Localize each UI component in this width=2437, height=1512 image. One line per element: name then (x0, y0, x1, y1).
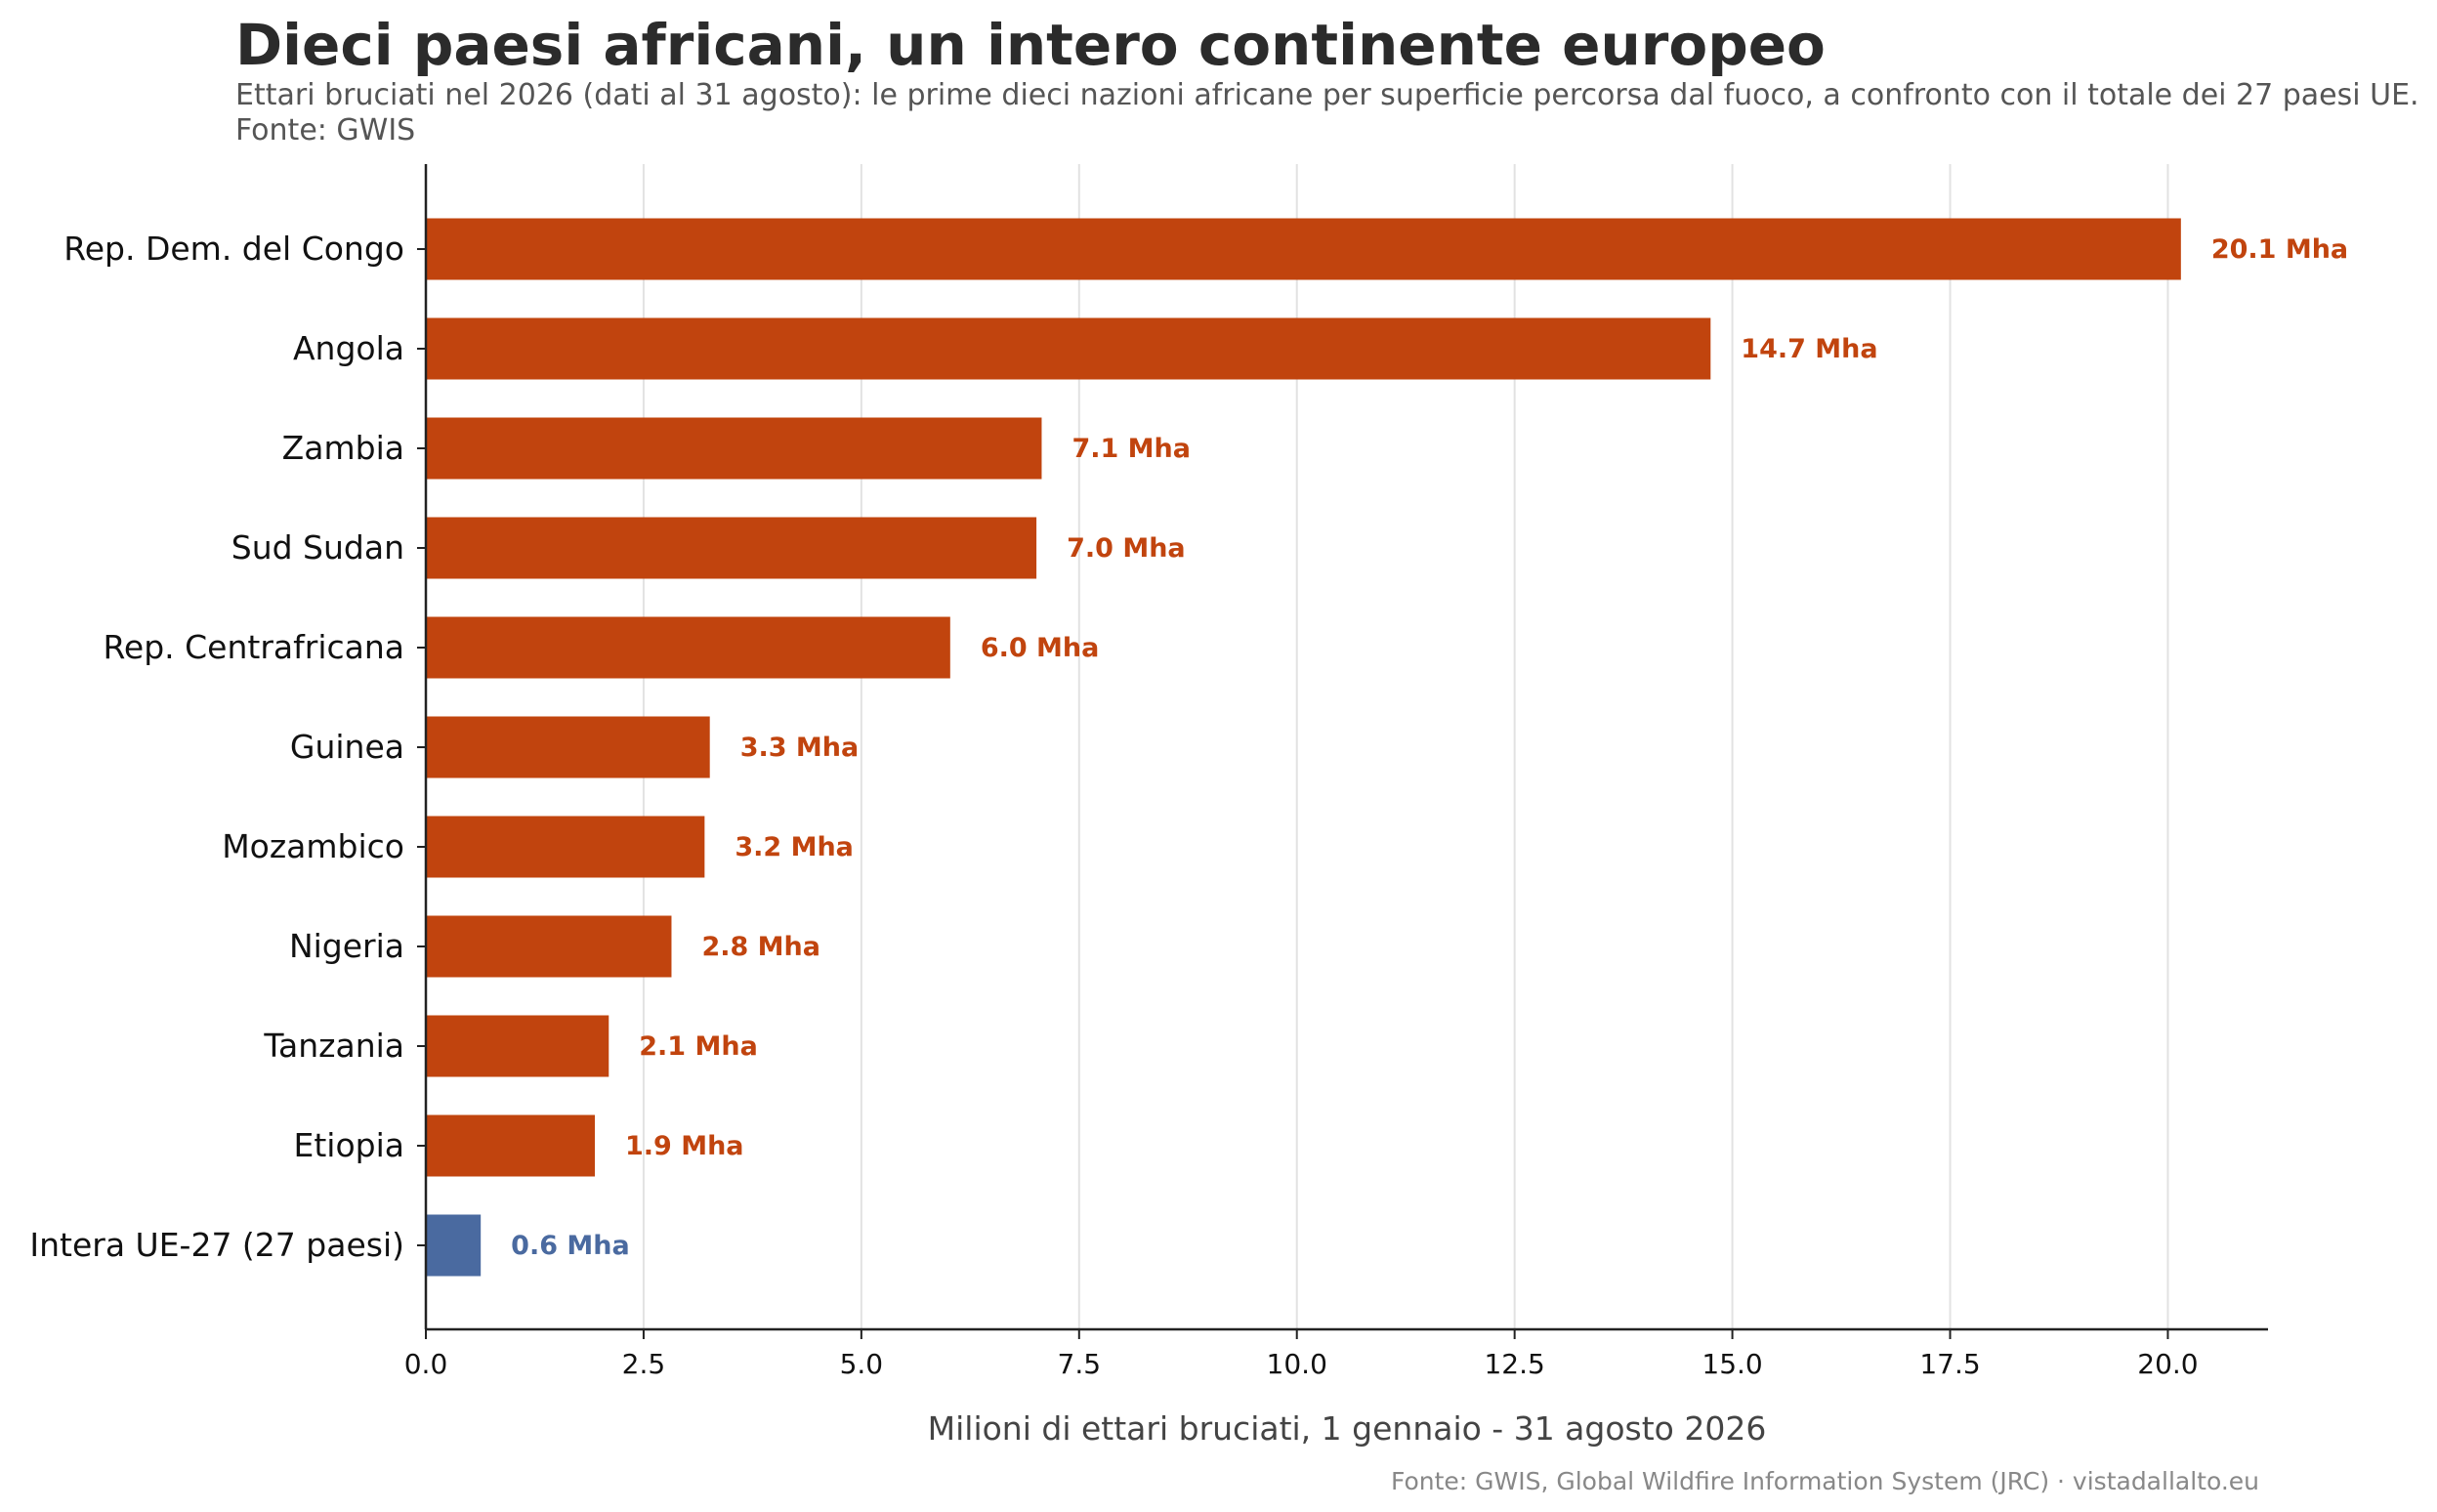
category-label: Angola (293, 329, 404, 367)
data-label: 3.2 Mha (735, 832, 854, 862)
x-tick-label: 10.0 (1267, 1348, 1327, 1380)
category-label: Rep. Dem. del Congo (63, 230, 404, 268)
bar (426, 317, 1711, 380)
data-label: 20.1 Mha (2211, 234, 2348, 265)
data-label: 7.1 Mha (1071, 434, 1191, 464)
x-tick-label: 20.0 (2137, 1348, 2198, 1380)
x-tick-label: 17.5 (1919, 1348, 1980, 1380)
category-label: Mozambico (222, 827, 404, 865)
x-tick-label: 7.5 (1058, 1348, 1102, 1380)
x-axis-label: Milioni di ettari bruciati, 1 gennaio - … (928, 1409, 1767, 1448)
bar (426, 616, 950, 679)
category-label: Etiopia (294, 1126, 405, 1164)
category-label: Rep. Centrafricana (103, 628, 404, 666)
bar (426, 816, 705, 878)
bar (426, 218, 2181, 280)
bar (426, 1114, 595, 1177)
bar (426, 417, 1042, 480)
category-label: Zambia (282, 429, 404, 467)
bar (426, 915, 672, 978)
bar (426, 1214, 482, 1277)
x-tick-label: 0.0 (404, 1348, 448, 1380)
data-label: 3.3 Mha (740, 733, 860, 763)
chart-title: Dieci paesi africani, un intero continen… (235, 12, 1826, 78)
x-tick-label: 15.0 (1702, 1348, 1762, 1380)
data-label: 2.1 Mha (639, 1031, 758, 1062)
data-label: 0.6 Mha (511, 1231, 630, 1261)
data-label: 6.0 Mha (981, 633, 1100, 663)
x-tick-label: 12.5 (1484, 1348, 1544, 1380)
bar (426, 517, 1037, 579)
category-label: Intera UE-27 (27 paesi) (29, 1226, 404, 1264)
category-label: Tanzania (263, 1027, 404, 1065)
x-tick-label: 5.0 (840, 1348, 884, 1380)
source-note: Fonte: GWIS, Global Wildfire Information… (1390, 1467, 2259, 1495)
data-label: 1.9 Mha (625, 1131, 744, 1161)
bar (426, 1015, 609, 1077)
category-label: Nigeria (289, 927, 404, 965)
x-tick-label: 2.5 (622, 1348, 666, 1380)
chart-subtitle: Ettari bruciati nel 2026 (dati al 31 ago… (235, 78, 2419, 147)
category-label: Guinea (290, 728, 404, 766)
data-label: 2.8 Mha (701, 932, 820, 962)
category-label: Sud Sudan (231, 528, 404, 567)
data-label: 7.0 Mha (1067, 533, 1186, 564)
bar (426, 716, 710, 778)
data-label: 14.7 Mha (1741, 334, 1877, 364)
